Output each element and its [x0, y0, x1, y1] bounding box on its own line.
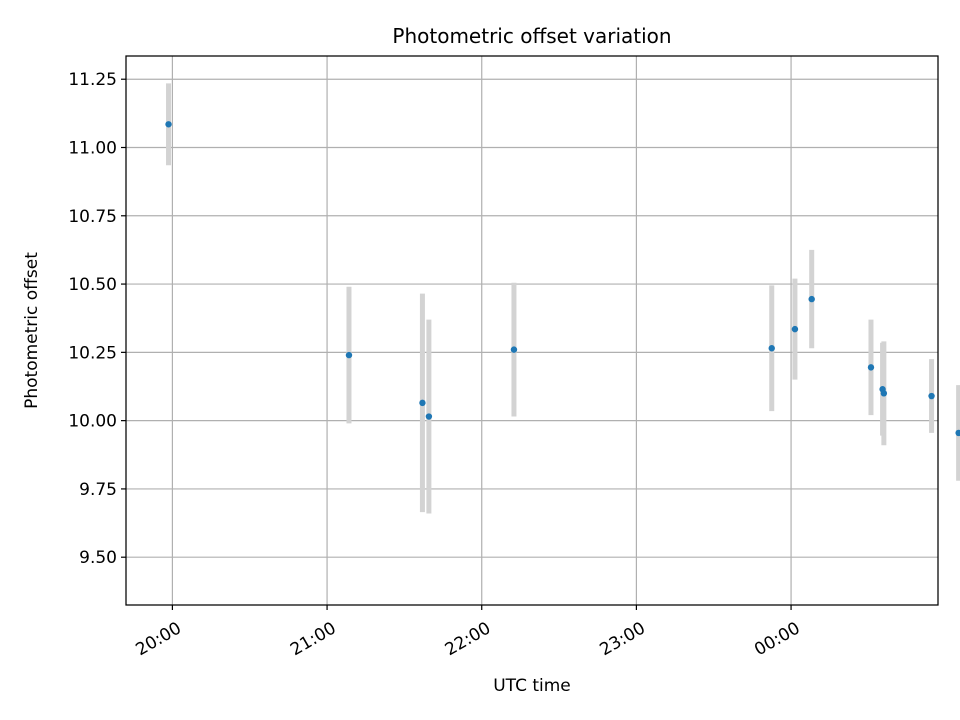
y-tick-label: 10.75: [68, 207, 117, 227]
data-point: [928, 392, 935, 400]
data-point: [425, 413, 433, 420]
data-point: [791, 325, 799, 333]
data-points: [165, 121, 960, 437]
data-point: [165, 121, 172, 128]
y-tick-label: 9.75: [79, 480, 117, 500]
y-tick-label: 11.00: [68, 139, 117, 159]
y-tick-label: 11.25: [68, 70, 117, 90]
data-point: [880, 390, 888, 397]
y-tick-label: 10.25: [68, 343, 117, 363]
y-tick-label: 9.50: [79, 548, 117, 568]
grid: [126, 56, 938, 605]
y-axis-label: Photometric offset: [22, 252, 42, 409]
data-point: [955, 429, 960, 437]
data-point: [510, 346, 518, 353]
data-point: [345, 351, 353, 359]
data-point: [768, 345, 775, 352]
data-point: [867, 364, 875, 371]
y-tick-label: 10.00: [68, 412, 117, 432]
data-point: [808, 295, 815, 303]
axis-ticks: 20:00 21:00 22:00 23:00 00:009.509.7510.0010…: [68, 70, 803, 660]
data-point: [419, 399, 426, 407]
y-tick-label: 10.50: [68, 275, 117, 295]
plot-frame: [125, 55, 939, 606]
x-axis-label: UTC time: [493, 676, 571, 696]
chart-title: Photometric offset variation: [392, 24, 671, 48]
